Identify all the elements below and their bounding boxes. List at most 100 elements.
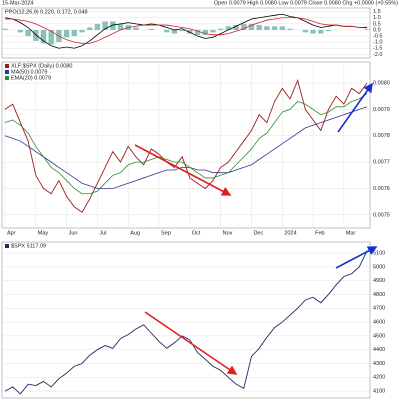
panel: [1, 7, 371, 59]
y-tick-label: 5000: [373, 264, 385, 270]
y-tick-label: 0.0079: [373, 107, 390, 113]
y-tick-label: 0.0: [373, 27, 381, 33]
x-tick-label: Mar: [346, 230, 356, 236]
y-tick-label: 0.0078: [373, 133, 390, 139]
legend-swatch: [5, 64, 9, 68]
x-tick-label: Jul: [99, 230, 106, 236]
x-tick-label: Sep: [161, 230, 171, 236]
y-tick-label: -2.0: [373, 52, 382, 58]
trend-arrow: [134, 144, 232, 196]
histogram-bar: [110, 21, 116, 30]
y-tick-label: 0.0077: [373, 160, 390, 166]
y-tick-label: 4600: [373, 320, 385, 326]
y-tick-label: 4700: [373, 306, 385, 312]
y-tick-label: 4400: [373, 347, 385, 353]
y-tick-label: -1.0: [373, 40, 382, 46]
y-tick-label: 5100: [373, 250, 385, 256]
histogram-bar: [179, 29, 185, 32]
x-tick-label: Oct: [192, 230, 201, 236]
panel: [1, 61, 371, 229]
histogram-bar: [79, 29, 85, 33]
histogram-bar: [63, 29, 70, 38]
histogram-bar: [318, 29, 324, 34]
series-line: [4, 93, 368, 195]
y-tick-label: 1.0: [373, 15, 381, 21]
histogram-bar: [2, 28, 8, 30]
histogram-bar: [279, 26, 285, 30]
trend-arrow: [337, 82, 373, 133]
histogram-bar: [225, 26, 232, 30]
histogram-bar: [33, 29, 39, 41]
histogram-bar: [271, 26, 278, 30]
x-tick-label: Jun: [69, 230, 78, 236]
legend-swatch: [5, 70, 9, 74]
y-tick-label: 4800: [373, 292, 385, 298]
y-tick-label: 4200: [373, 375, 385, 381]
x-tick-label: May: [38, 230, 49, 236]
y-tick-label: 4100: [373, 389, 385, 395]
quote: Open 0.0079 High 0.0080 Low 0.0079 Close…: [214, 0, 398, 6]
y-tick-label: 1.5: [373, 9, 381, 15]
histogram-bar: [287, 28, 293, 30]
legend-label: EMA(20) 0.0079: [11, 75, 51, 81]
x-tick-label: Dec: [253, 230, 263, 236]
histogram-bar: [87, 27, 93, 30]
x-tick-label: Feb: [315, 230, 324, 236]
histogram-bar: [248, 23, 255, 30]
x-tick-label: Nov: [223, 230, 233, 236]
histogram-bar: [48, 29, 54, 45]
histogram-bar: [117, 23, 124, 30]
histogram-bar: [302, 29, 309, 33]
x-tick-label: Aug: [130, 230, 140, 236]
histogram-bar: [25, 29, 31, 37]
histogram-bar: [210, 29, 216, 33]
legend-label: XLF:$SPX (Daily) 0.0080: [11, 63, 72, 69]
trend-arrow: [144, 311, 238, 375]
trend-arrow: [335, 246, 378, 269]
y-tick-label: -0.5: [373, 34, 382, 40]
histogram-bar: [256, 25, 262, 30]
x-tick-label: 2024: [284, 230, 296, 236]
histogram-bar: [40, 29, 47, 44]
legend-swatch: [5, 244, 9, 248]
histogram-bar: [187, 29, 193, 34]
histogram-bar: [217, 28, 224, 30]
y-tick-label: 4500: [373, 333, 385, 339]
histogram-bar: [102, 21, 108, 30]
histogram-bar: [171, 29, 178, 34]
y-tick-label: 4300: [373, 361, 385, 367]
y-tick-label: 4900: [373, 278, 385, 284]
histogram-bar: [194, 29, 201, 35]
y-tick-label: 0.0080: [373, 81, 390, 87]
histogram-bar: [233, 25, 239, 30]
legend-label: $SPX 5117.09: [11, 243, 46, 249]
series-line: [5, 17, 368, 44]
y-tick-label: 0.5: [373, 21, 381, 27]
histogram-bar: [17, 29, 24, 33]
legend-label: MA(50) 0.0079: [11, 69, 47, 75]
histogram-bar: [133, 27, 139, 30]
y-tick-label: 0.0075: [373, 212, 390, 218]
histogram-bar: [71, 29, 78, 37]
x-tick-label: Apr: [7, 230, 16, 236]
panel: [1, 241, 371, 399]
y-tick-label: 0.0076: [373, 186, 390, 192]
histogram-bar: [202, 29, 208, 35]
histogram-bar: [148, 28, 155, 30]
histogram-bar: [325, 29, 332, 32]
series-line: [4, 13, 368, 49]
histogram-bar: [164, 29, 170, 33]
series-line: [4, 250, 368, 395]
histogram-bar: [364, 29, 370, 30]
panel-label: PPO(12,26,9) 0.220, 0.172, 0.048: [5, 9, 88, 15]
histogram-bar: [264, 26, 270, 30]
histogram-bar: [241, 23, 247, 30]
histogram-bar: [310, 29, 316, 34]
date: 15-Mar-2024: [2, 0, 34, 6]
series-line: [4, 106, 368, 189]
histogram-bar: [94, 23, 101, 30]
y-tick-label: -1.5: [373, 46, 382, 52]
